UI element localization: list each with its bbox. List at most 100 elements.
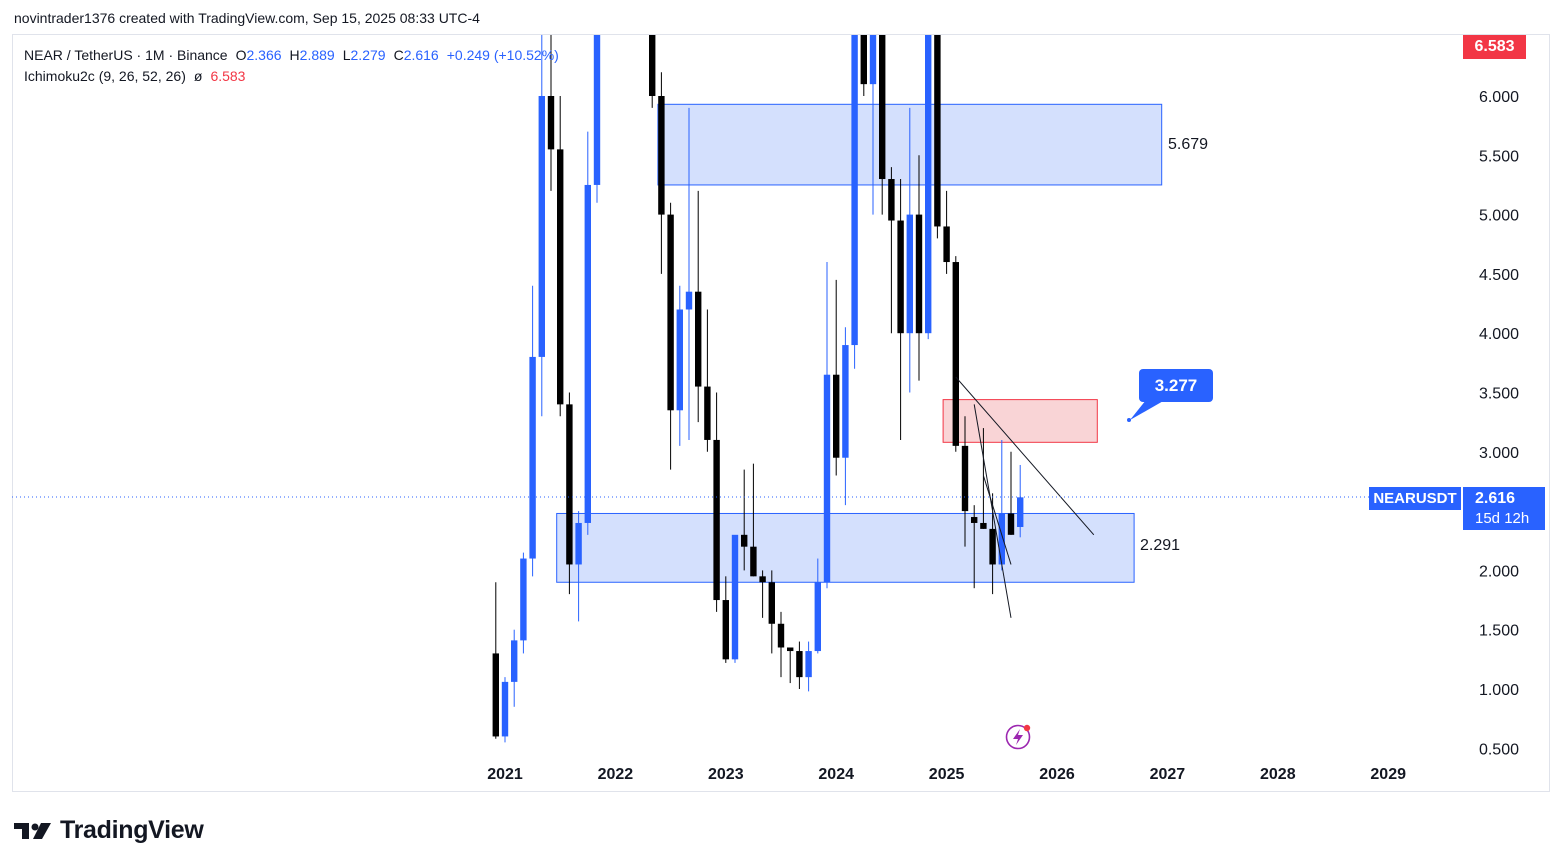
candle-body — [934, 35, 941, 227]
candle-body — [538, 96, 545, 357]
candle-body — [649, 35, 656, 96]
price-tick-label: 4.000 — [1479, 326, 1519, 343]
candle-body — [989, 528, 996, 565]
low-value: 2.279 — [350, 47, 386, 63]
last-price-value: 2.616 — [1475, 490, 1516, 507]
resistance-zone — [942, 399, 1098, 443]
symbol-badge: NEARUSDT — [1369, 487, 1461, 510]
candle-body — [511, 640, 518, 682]
candle-body — [741, 534, 748, 547]
candle-body — [685, 291, 693, 310]
candle-body — [833, 374, 840, 458]
candle-body — [593, 35, 601, 185]
candle-body — [584, 184, 591, 523]
candle-body — [557, 149, 564, 405]
candle-body — [492, 653, 499, 737]
candle-body — [722, 600, 729, 660]
countdown-value: 15d 12h — [1475, 510, 1530, 527]
candle-body — [860, 35, 867, 85]
tradingview-logo-icon — [14, 822, 51, 839]
price-tick-label: 4.500 — [1479, 267, 1519, 284]
price-tick-label: 5.000 — [1479, 208, 1519, 225]
candle-body — [943, 226, 950, 263]
trendlines-layer — [955, 376, 1095, 618]
last-price-badge: 2.616 15d 12h — [1463, 487, 1545, 530]
callout-label: 3.277 — [1155, 376, 1198, 395]
candle-body — [695, 291, 702, 387]
lower-zone-label: 2.291 — [1140, 537, 1180, 554]
close-value: 2.616 — [403, 47, 439, 63]
candle-body — [952, 262, 959, 446]
candle-body — [796, 651, 803, 678]
candle-body — [879, 35, 886, 180]
zones-layer — [556, 103, 1163, 583]
price-callout[interactable]: 3.277 — [1127, 369, 1213, 422]
trend-line — [955, 376, 1095, 536]
candle-body — [851, 35, 858, 346]
trend-line — [973, 404, 1012, 618]
price-tick-label: 3.500 — [1479, 386, 1519, 403]
tradingview-logo[interactable]: TradingView — [14, 816, 204, 845]
candle-body — [925, 35, 932, 334]
time-tick-label: 2025 — [929, 766, 965, 783]
candle-body — [501, 681, 509, 737]
candle-body — [566, 404, 573, 565]
time-tick-label: 2029 — [1370, 766, 1406, 783]
time-tick-label: 2026 — [1039, 766, 1075, 783]
chart-frame[interactable] — [12, 34, 1550, 792]
attribution-text: novintrader1376 created with TradingView… — [14, 10, 480, 26]
price-tick-label: 3.000 — [1479, 445, 1519, 462]
high-value: 2.889 — [299, 47, 335, 63]
time-tick-label: 2028 — [1260, 766, 1296, 783]
symbol-line: NEAR / TetherUS · 1M · Binance O2.366 H2.8… — [24, 47, 559, 63]
candle-body — [777, 623, 785, 648]
open-value: 2.366 — [246, 47, 282, 63]
support-zone-1 — [556, 512, 1135, 583]
time-tick-label: 2021 — [487, 766, 523, 783]
indicator-name: Ichimoku2c (9, 26, 52, 26) — [24, 68, 186, 84]
time-tick-label: 2023 — [708, 766, 744, 783]
top-price-badge: 6.583 — [1463, 35, 1526, 59]
candle-body — [971, 517, 978, 523]
change-value: +0.249 (+10.52%) — [446, 47, 559, 63]
symbol-name: NEAR / TetherUS · 1M · Binance — [24, 47, 228, 63]
candle-body — [787, 647, 794, 652]
candle-body — [658, 96, 665, 215]
candle-body — [667, 214, 674, 411]
candle-body — [998, 513, 1005, 565]
candle-body — [1007, 513, 1015, 535]
bolt-icon[interactable] — [1005, 724, 1031, 750]
candle-body — [1017, 497, 1024, 527]
price-tick-label: 1.500 — [1479, 623, 1519, 640]
time-tick-label: 2027 — [1150, 766, 1186, 783]
candle-body — [529, 356, 536, 559]
candle-body — [980, 522, 987, 529]
candle-body — [547, 96, 555, 150]
indicator-value: 6.583 — [210, 68, 246, 84]
candle-body — [814, 582, 821, 652]
time-axis: 2021 2022 2023 2024 2025 2026 2027 2028 2029 — [487, 766, 1406, 783]
price-tick-label: 2.000 — [1479, 563, 1519, 580]
candle-body — [713, 439, 720, 601]
candle-body — [906, 214, 913, 334]
candles-layer — [492, 35, 1024, 743]
candle-body — [520, 558, 527, 641]
price-tick-label: 6.000 — [1479, 89, 1519, 106]
price-tick-label: 0.500 — [1479, 741, 1519, 758]
trend-line — [982, 475, 1012, 565]
candle-body — [676, 309, 683, 411]
time-tick-label: 2022 — [598, 766, 634, 783]
candle-body — [759, 576, 766, 583]
candle-body — [731, 534, 739, 660]
candle-body — [768, 582, 775, 624]
candle-body — [869, 35, 877, 85]
candle-body — [915, 214, 923, 334]
chart-legend: NEAR / TetherUS · 1M · Binance O2.366 H2.8… — [24, 45, 559, 87]
time-tick-label: 2024 — [818, 766, 854, 783]
price-axis: 6.0005.5005.0004.5004.0003.5003.0002.500… — [1479, 89, 1519, 758]
candle-body — [704, 386, 711, 440]
candle-body — [575, 522, 582, 565]
candle-body — [961, 445, 969, 512]
candle-body — [888, 179, 895, 221]
